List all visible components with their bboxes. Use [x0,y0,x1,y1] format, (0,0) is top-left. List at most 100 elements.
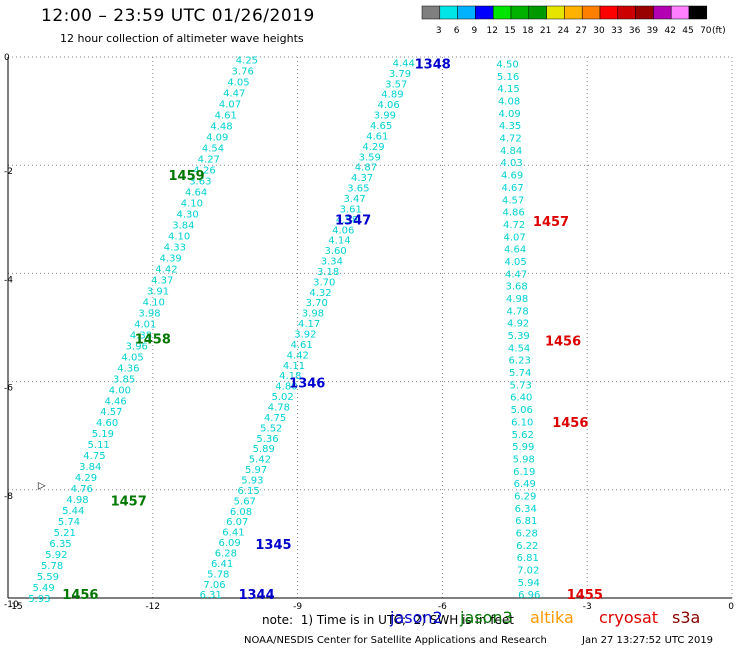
swh-value-jason2: 6.08 [230,507,252,518]
colorbar-tick-label: 15 [504,26,515,36]
swh-value-jason2: 4.32 [309,288,331,299]
swh-value-cryosat: 5.94 [518,578,540,589]
swh-value-jason2: 4.06 [378,100,400,111]
swh-value-cryosat: 4.05 [505,257,527,268]
colorbar-tick-label: 39 [647,26,659,36]
swh-value-jason3: 4.09 [206,133,228,144]
pass-time-label-jason2: 1344 [238,588,274,603]
swh-value-jason2: 5.93 [241,476,263,487]
swh-value-jason2: 4.06 [332,225,354,236]
swh-value-jason2: 4.44 [393,58,415,69]
y-tick-label: -6 [4,384,13,394]
legend-cryosat: cryosat [599,608,659,627]
pass-time-label-jason2: 1346 [289,377,325,392]
colorbar-tick-label: 18 [522,26,534,36]
colorbar-tick-label: 42 [664,26,675,36]
axes: -15 -12 -9 -6 -3 0 0 -2 -4 -6 -8 -10 [4,53,734,612]
swh-value-jason3: 4.98 [66,495,88,506]
swh-value-jason2: 3.98 [302,309,324,320]
swh-value-cryosat: 4.03 [500,158,522,169]
swh-value-cryosat: 6.81 [515,516,537,527]
swh-value-jason2: 6.31 [200,590,222,601]
swh-value-jason2: 4.14 [328,236,350,247]
pass-time-label-cryosat: 1456 [552,416,588,431]
swh-value-jason2: 3.57 [385,79,407,90]
colorbar-swatch [617,5,636,20]
swh-value-jason3: 4.47 [223,89,245,100]
colorbar-tick-label: 27 [575,26,586,36]
swh-value-jason2: 4.29 [362,142,384,153]
y-tick-label: 0 [4,53,10,63]
swh-value-jason2: 3.59 [359,152,381,163]
swh-value-jason2: 5.42 [249,455,271,466]
swh-value-jason3: 4.05 [227,78,249,89]
swh-value-cryosat: 6.49 [514,479,536,490]
swh-value-cryosat: 6.28 [516,529,538,540]
swh-value-jason2: 3.70 [313,277,335,288]
swh-value-cryosat: 4.50 [496,59,518,70]
swh-value-jason3: 4.30 [176,210,198,221]
x-tick-label: -12 [145,602,160,612]
swh-value-jason2: 4.11 [283,361,305,372]
colorbar-tick-label: 9 [472,26,478,36]
swh-value-jason2: 5.78 [207,569,229,580]
swh-value-jason3: 4.26 [193,166,215,177]
swh-value-jason3: 4.38 [130,330,152,341]
swh-value-jason2: 3.47 [343,194,365,205]
swh-value-jason3: 4.29 [75,473,97,484]
colorbar-tick-label: 12 [486,26,497,36]
pass-time-label-jason3: 1456 [62,588,98,603]
swh-value-jason2: 3.18 [317,267,339,278]
swh-value-cryosat: 4.54 [508,343,530,354]
legend-jason3: jason3 [460,608,513,627]
swh-value-jason3: 4.10 [181,199,203,210]
colorbar-swatch [510,5,530,20]
x-tick-label: 0 [728,602,734,612]
x-tick-label: -6 [438,602,447,612]
swh-value-jason2: 6.41 [222,528,244,539]
swh-value-jason2: 4.61 [366,131,388,142]
swh-value-jason2: 5.67 [234,496,256,507]
swh-value-cryosat: 4.86 [502,208,524,219]
swh-value-jason3: 3.98 [138,308,160,319]
swh-value-cryosat: 6.81 [517,553,539,564]
swh-value-jason3: 4.33 [164,242,186,253]
generation-timestamp: Jan 27 13:27:52 UTC 2019 [582,635,714,646]
swh-value-cryosat: 6.19 [513,467,535,478]
swh-value-jason2: 4.18 [279,371,301,382]
colorbar-tick-label: 70 [700,26,712,36]
swh-value-jason3: 4.27 [198,155,220,166]
swh-value-jason3: 4.05 [121,352,143,363]
colorbar-swatch [564,5,583,20]
colorbar-swatch [653,5,672,20]
swh-value-jason2: 3.65 [347,184,369,195]
swh-value-cryosat: 4.35 [499,121,521,132]
swh-value-jason2: 3.99 [374,111,396,122]
swh-value-cryosat: 3.68 [506,282,528,293]
swh-value-jason3: 5.74 [58,517,80,528]
swh-value-jason2: 5.02 [272,392,294,403]
colorbar-swatch [421,5,441,20]
swh-value-jason3: 4.48 [210,122,232,133]
swh-value-cryosat: 4.08 [498,97,520,108]
swh-value-jason3: 4.10 [143,297,165,308]
colorbar-swatch [546,5,565,20]
colorbar-swatch [492,5,512,20]
credit-line: NOAA/NESDIS Center for Satellite Applica… [244,635,547,646]
swh-value-cryosat: 6.22 [516,541,538,552]
swh-value-jason3: 5.11 [88,440,110,451]
swh-value-cryosat: 6.23 [509,356,531,367]
colorbar-tick-label: 36 [629,26,641,36]
swh-value-jason3: 4.76 [71,484,93,495]
swh-value-jason2: 6.07 [226,517,248,528]
swh-value-jason2: 4.80 [275,382,297,393]
colorbar-swatch [457,5,476,20]
swh-value-cryosat: 4.92 [507,319,529,330]
grid [8,57,732,598]
pass-time-label-cryosat: 1457 [533,215,569,230]
swh-value-jason2: 5.36 [256,434,278,445]
swh-value-cryosat: 5.39 [508,331,530,342]
swh-value-jason3: 5.78 [41,561,63,572]
swh-value-jason3: 5.93 [28,594,50,605]
swh-value-jason3: 4.25 [236,56,258,67]
